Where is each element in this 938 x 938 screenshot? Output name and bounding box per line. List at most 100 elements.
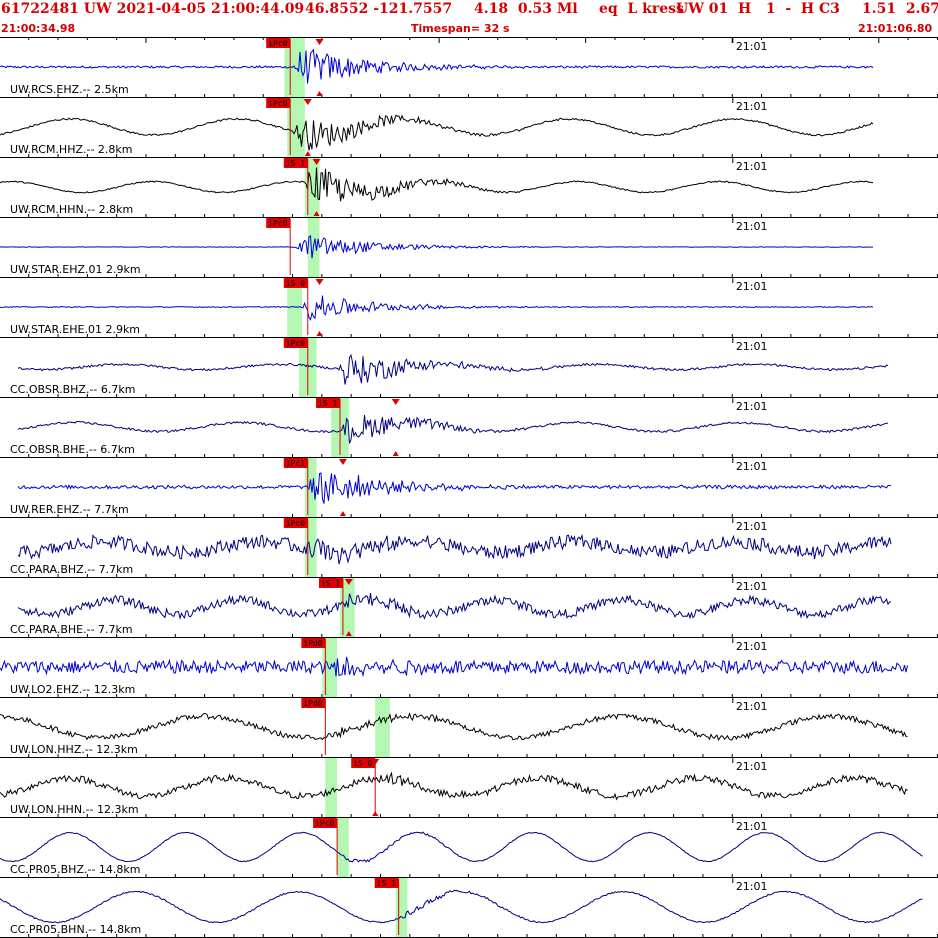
waveform-line (0, 656, 908, 678)
station-label: CC.PARA.BHZ.-- 7.7km (10, 563, 133, 576)
trace-row: iPc0 21:01 CC.PR05.BHZ.-- 14.8km (0, 818, 938, 878)
waveform-line (0, 114, 874, 151)
trace-row: iPc0 21:01 UW.STAR.EHZ.01 2.9km (0, 218, 938, 278)
minute-tick-label: 21:01 (736, 460, 768, 473)
waveform-line (0, 48, 874, 84)
time-start: 21:00:34.98 (1, 22, 76, 35)
pick-flag (266, 98, 291, 108)
pick-flag (283, 158, 308, 168)
seismogram-panel: iPc0 21:01 UW.RCS.EHZ.-- 2.5km iPc0 21:01 UW.… (0, 37, 938, 938)
phase-window (375, 698, 390, 757)
phase-window (325, 758, 338, 817)
station-label: CC.OBSR.BHE.-- 6.7km (10, 443, 135, 456)
trace-row: iPc0 21:01 UW.RCM.HHZ.-- 2.8km (0, 98, 938, 158)
trace-row: iPc0 21:01 CC.OBSR.BHZ.-- 6.7km (0, 338, 938, 398)
station-label: CC.PR05.BHN.-- 14.8km (10, 923, 141, 936)
arrival-marker-bottom (313, 211, 320, 216)
pick-label: iS 0 (353, 759, 372, 768)
waveform-line (17, 472, 892, 504)
pick-flag (318, 578, 343, 588)
trace-row: iPd0 21:01 UW.LO2.EHZ.-- 12.3km (0, 638, 938, 698)
pick-flag (283, 278, 308, 288)
time-bar: 21:00:34.98 Timespan= 32 s 21:01:06.80 (0, 20, 938, 37)
trace-row: iS 1 21:01 CC.OBSR.BHE.-- 6.7km (0, 398, 938, 458)
arrival-marker-top (312, 159, 321, 165)
trace-row: iPc1 21:01 UW.RER.EHZ.-- 7.7km (0, 458, 938, 518)
pick-label: iPc1 (286, 459, 305, 468)
arrival-marker-top (315, 279, 324, 285)
pick-flag (283, 338, 308, 348)
phase-window (304, 458, 317, 517)
station-label: UW.LON.HHN.-- 12.3km (10, 803, 139, 816)
phase-window (287, 278, 302, 337)
pick-label: iPd0 (303, 639, 322, 648)
station-label: UW.LON.HHZ.-- 12.3km (10, 743, 138, 756)
phase-window (304, 518, 317, 577)
phase-window (337, 818, 349, 877)
event-network-flags: UW 01 H 1 - H C3 (676, 1, 840, 17)
pick-label: iPc0 (268, 39, 287, 48)
station-label: UW.LO2.EHZ.-- 12.3km (10, 683, 135, 696)
trace-layer: iPc0 21:01 UW.RCS.EHZ.-- 2.5km iPc0 21:01 UW.… (0, 38, 938, 938)
pick-flag (313, 818, 338, 828)
trace-row: iPd0 21:01 UW.LON.HHZ.-- 12.3km (0, 698, 938, 758)
arrival-marker-top (338, 459, 347, 465)
pick-label: iS 1 (377, 879, 396, 888)
minute-tick-label: 21:01 (736, 520, 768, 533)
minute-tick-label: 21:01 (736, 640, 768, 653)
pick-flag (266, 218, 291, 228)
minute-tick-label: 21:01 (736, 580, 768, 593)
station-label: UW.RCS.EHZ.-- 2.5km (10, 83, 129, 96)
arrival-marker-top (391, 399, 400, 405)
station-label: UW.RCM.HHZ.-- 2.8km (10, 143, 133, 156)
minute-tick-label: 21:01 (736, 700, 768, 713)
waveform-line (0, 712, 908, 742)
time-end: 21:01:06.80 (858, 22, 933, 35)
minute-tick-label: 21:01 (736, 280, 768, 293)
event-location: 46.8552 -121.7557 (305, 1, 453, 17)
station-label: UW.RCM.HHN.-- 2.8km (10, 203, 133, 216)
waveform-line (0, 167, 873, 202)
arrival-marker-bottom (345, 631, 352, 636)
station-label: UW.STAR.EHZ.01 2.9km (10, 263, 141, 276)
waveform-line (17, 593, 892, 621)
pick-flag (301, 698, 326, 708)
event-extra-values: 1.51 2.67 (862, 1, 938, 17)
pick-label: iS 1 (286, 159, 305, 168)
station-label: CC.OBSR.BHZ.-- 6.7km (10, 383, 135, 396)
trace-row: iS 0 21:01 UW.STAR.EHE.01 2.9km (0, 278, 938, 338)
station-label: CC.PR05.BHZ.-- 14.8km (10, 863, 141, 876)
arrival-marker-bottom (372, 811, 379, 816)
pick-label: iPc0 (286, 519, 305, 528)
event-type: eq L kress (599, 1, 684, 17)
station-label: CC.PARA.BHE.-- 7.7km (10, 623, 133, 636)
trace-row: iS 1 21:01 CC.PR05.BHN.-- 14.8km (0, 878, 938, 938)
minute-tick-label: 21:01 (736, 340, 768, 353)
pick-label: iPc0 (315, 819, 334, 828)
pick-label: iPc0 (286, 339, 305, 348)
trace-row: iPc0 21:01 UW.RCS.EHZ.-- 2.5km (0, 38, 938, 98)
pick-flag (316, 398, 341, 408)
trace-row: iPc0 21:01 CC.PARA.BHZ.-- 7.7km (0, 518, 938, 578)
event-depth-mag: 4.18 0.53 Ml (474, 1, 578, 17)
pick-flag (351, 758, 376, 768)
station-label: UW.STAR.EHE.01 2.9km (10, 323, 140, 336)
pick-label: iS 1 (318, 399, 337, 408)
station-label: UW.RER.EHZ.-- 7.7km (10, 503, 129, 516)
minute-tick-label: 21:01 (736, 880, 768, 893)
pick-flag (374, 878, 399, 888)
pick-label: iS 0 (286, 279, 305, 288)
minute-tick-label: 21:01 (736, 160, 768, 173)
pick-label: iS 1 (321, 579, 340, 588)
pick-label: iPc0 (268, 219, 287, 228)
waveform-line (0, 771, 908, 801)
waveform-line (17, 353, 889, 385)
waveform-line (0, 295, 874, 321)
waveform-line (17, 415, 889, 444)
pick-label: iPd0 (303, 699, 322, 708)
arrival-marker-bottom (316, 91, 323, 96)
phase-window (322, 638, 338, 697)
pick-label: iPc0 (268, 99, 287, 108)
waveform-line (0, 235, 873, 259)
arrival-marker-top (344, 579, 353, 585)
